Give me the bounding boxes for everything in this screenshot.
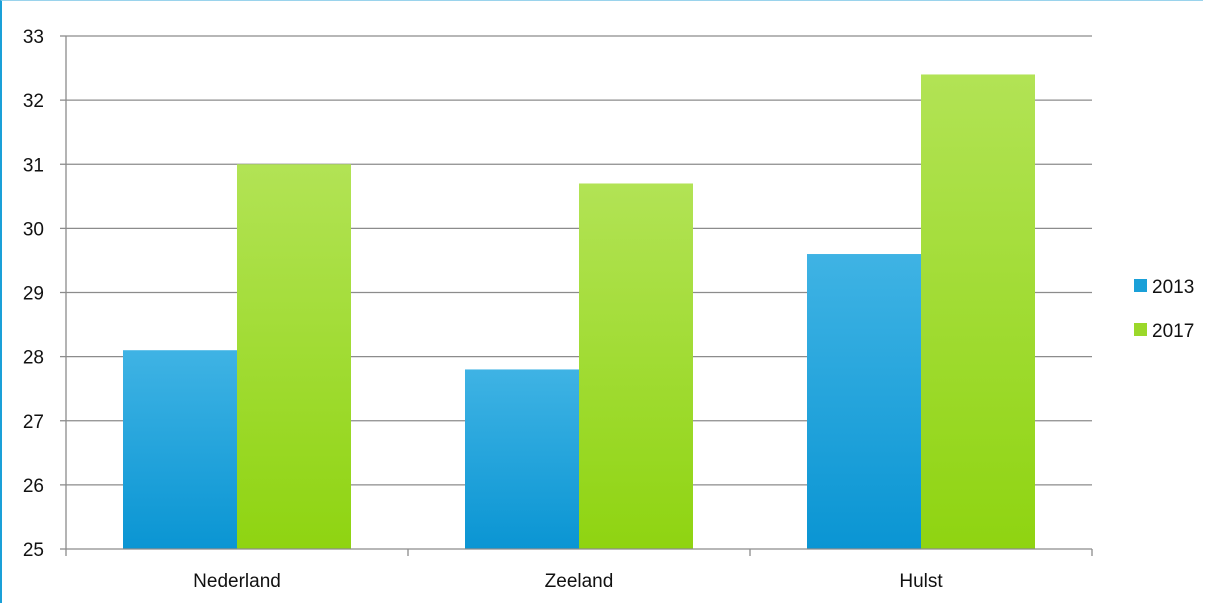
y-tick-label: 26 (23, 476, 44, 497)
x-tick-label: Hulst (899, 571, 943, 592)
legend: 2013 2017 (1134, 277, 1194, 342)
y-tick-label: 30 (23, 219, 44, 240)
bar-2013-hulst (807, 254, 921, 549)
bar-2017-hulst (921, 74, 1035, 549)
legend-label-2013: 2013 (1152, 277, 1194, 298)
bar-2013-zeeland (465, 369, 579, 549)
bar-2017-zeeland (579, 183, 693, 550)
bars (123, 74, 1035, 550)
y-tick-label: 29 (23, 284, 44, 305)
legend-swatch-2017 (1134, 323, 1147, 336)
legend-label-2017: 2017 (1152, 321, 1194, 342)
y-axis-tick-labels: 25 26 27 28 29 30 31 32 33 (23, 27, 44, 561)
bar-2017-nederland (237, 164, 351, 549)
y-tick-label: 33 (23, 27, 44, 48)
legend-swatch-2013 (1134, 279, 1147, 292)
y-tick-label: 31 (23, 155, 44, 176)
y-tick-label: 28 (23, 348, 44, 369)
x-axis-tick-labels: Nederland Zeeland Hulst (193, 571, 943, 592)
y-tick-label: 25 (23, 540, 44, 561)
bar-2013-nederland (123, 350, 237, 549)
x-tick-label: Zeeland (545, 571, 614, 592)
y-tick-label: 27 (23, 412, 44, 433)
y-tick-label: 32 (23, 91, 44, 112)
x-tick-label: Nederland (193, 571, 281, 592)
axes (60, 35, 1093, 556)
